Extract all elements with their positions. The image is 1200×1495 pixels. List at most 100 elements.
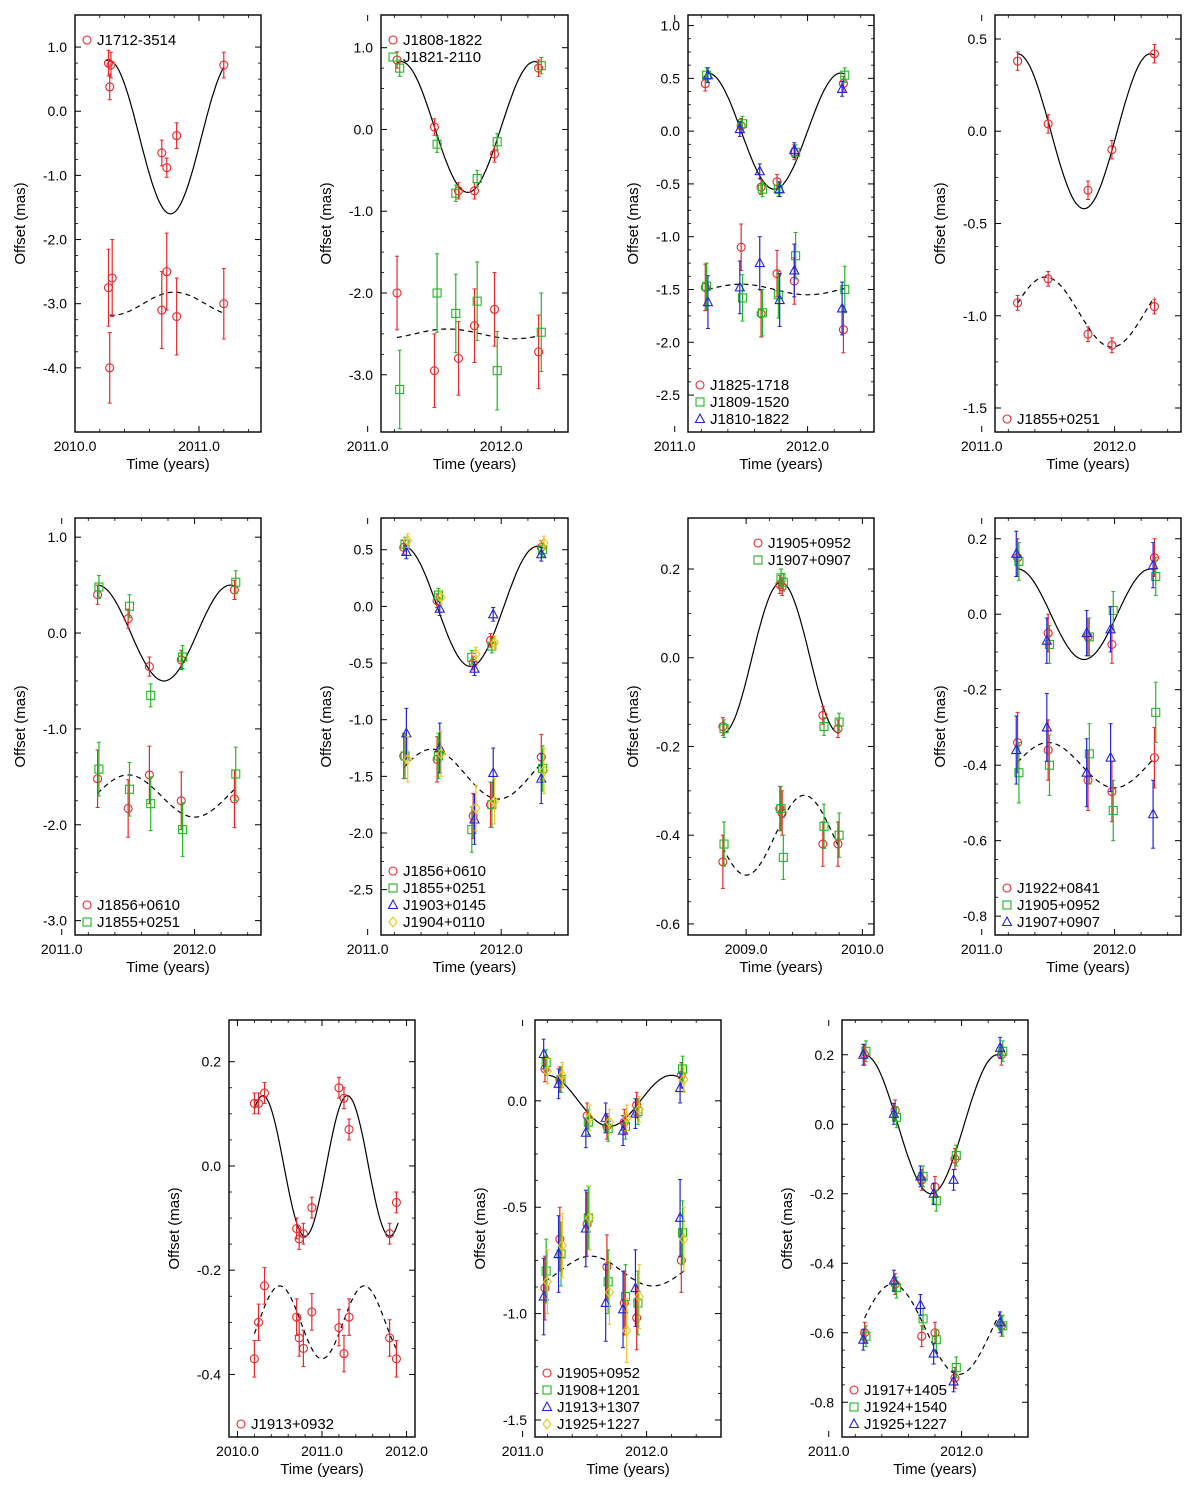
legend-label: J1903+0145 <box>403 897 486 914</box>
y-axis-label: Offset (mas) <box>932 182 949 264</box>
legend: J1913+0932 <box>236 1416 334 1433</box>
y-tick-label: -0.5 <box>963 216 987 232</box>
data-point <box>339 1349 349 1359</box>
data-point <box>676 1070 686 1080</box>
data-point <box>536 327 546 337</box>
data-point <box>773 290 783 300</box>
data-point <box>176 655 186 665</box>
legend-marker <box>388 916 398 928</box>
y-tick-label: -0.6 <box>656 916 680 932</box>
data-point <box>536 61 546 71</box>
data-point <box>391 1354 401 1364</box>
legend-marker <box>82 917 92 927</box>
data-point <box>553 1077 564 1088</box>
data-point <box>917 1331 927 1341</box>
legend-marker <box>541 1400 553 1412</box>
y-tick-label: -0.8 <box>810 1394 834 1410</box>
data-point <box>1105 623 1116 634</box>
y-tick-label: -1.0 <box>43 721 67 737</box>
data-point <box>472 296 482 306</box>
model-curve-dashed <box>1017 741 1155 789</box>
series-J1924+1540 <box>861 1040 1008 1379</box>
y-axis-label: Offset (mas) <box>318 685 335 767</box>
x-tick-label: 2011.0 <box>961 941 1003 957</box>
x-tick-label: 2011.0 <box>347 941 389 957</box>
x-tick-label: 2012.0 <box>480 941 523 957</box>
chart-panel-6: 0.5 0.0 -0.5 -1.0 -1.5 -2.0 -2.5 2011.0 2012.0 Ti… <box>318 517 569 976</box>
data-point <box>930 1328 940 1338</box>
data-point <box>702 281 712 291</box>
series-J1855+0251 <box>1013 44 1159 354</box>
data-point <box>403 534 413 547</box>
data-point <box>231 577 241 587</box>
data-point <box>178 825 188 835</box>
data-point <box>538 1047 550 1059</box>
data-point <box>602 1262 612 1272</box>
data-point <box>836 82 848 93</box>
data-point <box>292 1312 302 1322</box>
data-point <box>1083 329 1093 339</box>
legend-label: J1925+1227 <box>557 1416 640 1433</box>
legend-marker <box>849 1385 859 1395</box>
model-curve-dashed <box>97 774 235 818</box>
data-point <box>736 242 746 252</box>
data-point <box>103 58 114 68</box>
x-tick-label: 2012.0 <box>1093 438 1136 454</box>
x-tick-label: 2011.0 <box>654 438 696 454</box>
y-tick-label: -0.4 <box>656 827 680 843</box>
y-tick-label: -2.0 <box>43 232 67 248</box>
data-point <box>834 717 844 727</box>
legend-label: J1856+0610 <box>97 897 180 914</box>
data-point <box>1147 558 1159 570</box>
y-tick-label: 0.0 <box>661 650 681 666</box>
data-point <box>1107 787 1117 797</box>
y-tick-label: 0.0 <box>354 121 374 137</box>
data-point <box>535 548 547 559</box>
data-point <box>391 1197 401 1207</box>
data-point <box>918 1314 928 1324</box>
data-point <box>144 770 154 780</box>
chart-panel-4: 0.5 0.0 -0.5 -1.0 -1.5 2011.0 2012.0 Time (year… <box>932 14 1182 473</box>
data-point <box>890 1105 900 1115</box>
series-J1856+0610 <box>399 540 546 840</box>
plot-frame <box>380 14 569 433</box>
data-point <box>620 1292 631 1302</box>
data-point <box>836 302 848 313</box>
data-point <box>123 803 133 814</box>
y-axis-label: Offset (mas) <box>12 685 29 767</box>
y-axis-label: Offset (mas) <box>779 1187 796 1269</box>
data-point <box>931 1335 941 1345</box>
data-point <box>994 1041 1006 1052</box>
data-point <box>339 1093 349 1103</box>
data-point <box>702 68 714 80</box>
data-point <box>617 1303 629 1314</box>
legend-label: J1907+0907 <box>768 552 851 569</box>
y-tick-label: -2.0 <box>43 817 67 833</box>
y-tick-label: -1.5 <box>963 400 987 416</box>
legend-label: J1917+1405 <box>864 1382 947 1399</box>
data-point <box>471 802 481 814</box>
legend-marker <box>542 1368 552 1378</box>
legend-marker <box>849 1402 859 1412</box>
data-point <box>679 1073 689 1086</box>
data-point <box>432 139 442 149</box>
data-point <box>632 1100 642 1110</box>
series-J1913+1307 <box>538 1038 686 1349</box>
data-point <box>1107 145 1117 155</box>
model-curve-solid <box>253 1094 399 1237</box>
legend-marker <box>236 1419 246 1429</box>
series-J1903+0145 <box>400 544 547 845</box>
data-point <box>453 186 464 196</box>
plot-frame <box>534 1019 722 1438</box>
legend-marker <box>753 555 763 565</box>
data-point <box>756 182 766 192</box>
data-point <box>469 662 480 673</box>
legend-marker <box>1002 414 1012 424</box>
x-tick-label: 2011.0 <box>961 438 1003 454</box>
x-axis-label: Time (years) <box>893 1461 977 1478</box>
data-point <box>948 1173 960 1184</box>
legend-label: J1924+1540 <box>864 1399 947 1416</box>
x-axis-label: Time (years) <box>433 959 517 976</box>
data-point <box>1010 743 1022 755</box>
